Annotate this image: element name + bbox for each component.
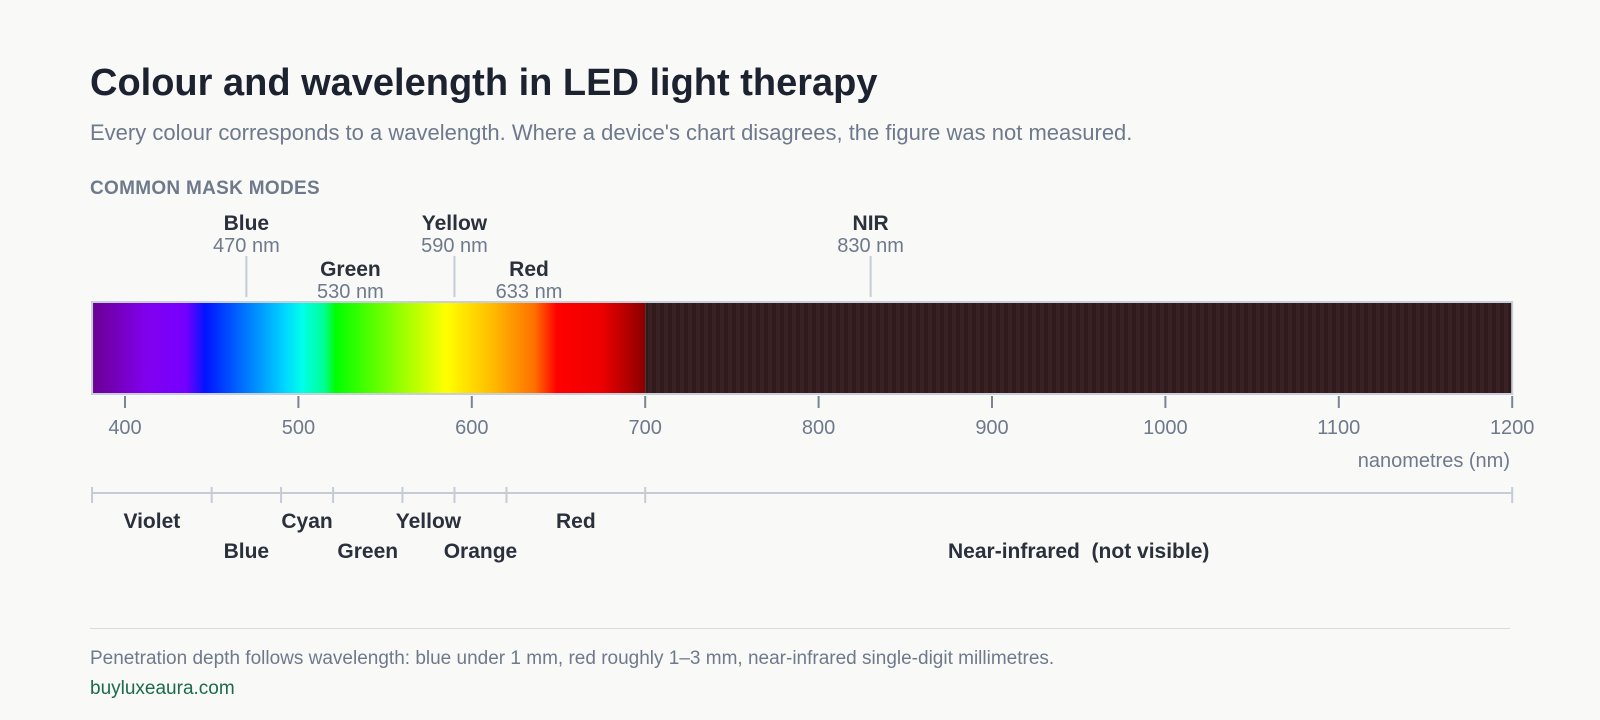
- axis-tick-label: 800: [802, 417, 835, 439]
- band-label: Violet: [123, 510, 180, 533]
- axis-tick-label: 1200: [1490, 417, 1535, 439]
- band-label: Orange: [444, 540, 518, 563]
- marker-name: Red: [509, 258, 549, 281]
- band-label: Near-infrared (not visible): [948, 540, 1209, 563]
- page-subtitle: Every colour corresponds to a wavelength…: [90, 120, 1133, 145]
- axis-tick-label: 700: [629, 417, 662, 439]
- marker-wavelength: 830 nm: [837, 235, 904, 257]
- axis-tick-label: 400: [108, 417, 141, 439]
- marker-name: Green: [320, 258, 381, 281]
- marker-wavelength: 590 nm: [421, 235, 488, 257]
- axis-tick-label: 1000: [1143, 417, 1188, 439]
- infrared-band: [645, 302, 1513, 394]
- axis-label: nanometres (nm): [1358, 450, 1510, 472]
- site-link[interactable]: buyluxeaura.com: [90, 678, 235, 699]
- band-label: Cyan: [281, 510, 332, 533]
- marker-wavelength: 633 nm: [496, 281, 563, 303]
- section-label: COMMON MASK MODES: [90, 178, 320, 199]
- footnote: Penetration depth follows wavelength: bl…: [90, 648, 1055, 669]
- page-title: Colour and wavelength in LED light thera…: [90, 62, 878, 104]
- marker-wavelength: 530 nm: [317, 281, 384, 303]
- axis-tick-label: 900: [975, 417, 1008, 439]
- wavelength-axis: 400 500 600 700 800 900 1000 1100 1200: [108, 396, 1534, 439]
- band-label: Yellow: [396, 510, 462, 533]
- axis-tick-label: 1100: [1317, 417, 1360, 439]
- band-label: Blue: [224, 540, 270, 563]
- band-label: Red: [556, 510, 596, 533]
- footer-divider: [90, 628, 1510, 629]
- band-label: Green: [337, 540, 398, 563]
- marker-wavelength: 470 nm: [213, 235, 280, 257]
- axis-tick-label: 600: [455, 417, 488, 439]
- visible-spectrum-band: [92, 302, 646, 394]
- marker-name: Yellow: [422, 212, 488, 235]
- marker-name: NIR: [853, 212, 889, 235]
- axis-tick-label: 500: [282, 417, 315, 439]
- spectrum-border: [91, 301, 1514, 395]
- marker-name: Blue: [224, 212, 270, 235]
